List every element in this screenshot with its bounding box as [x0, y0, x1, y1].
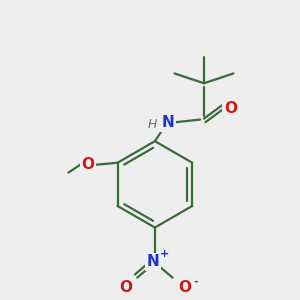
Text: -: -	[194, 277, 198, 286]
Text: N: N	[147, 254, 159, 269]
Text: N: N	[161, 115, 174, 130]
Text: +: +	[160, 249, 169, 259]
Text: H: H	[147, 118, 157, 131]
Text: O: O	[224, 101, 237, 116]
Text: O: O	[119, 280, 132, 295]
Text: O: O	[178, 280, 191, 295]
Text: O: O	[82, 157, 94, 172]
